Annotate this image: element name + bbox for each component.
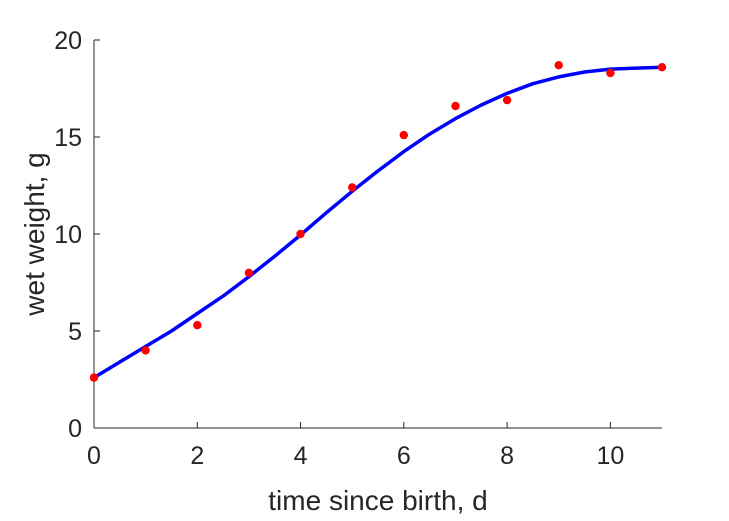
data-point [399,130,408,140]
fit-curve-line [92,65,664,380]
y-tick-label: 20 [54,27,82,55]
x-tick-label: 10 [596,442,624,470]
x-tick-label: 0 [87,442,101,470]
x-tick-label: 2 [190,442,204,470]
x-tick-label: 4 [294,442,308,470]
data-point [554,60,563,70]
y-axis-label: wet weight, g [19,152,50,316]
data-point [244,268,254,277]
data-point [348,183,357,192]
y-tick-label: 15 [54,124,82,152]
ticks: 0 2 4 6 8 10 0 5 10 15 20 [54,27,624,470]
data-point [451,101,460,111]
axes [93,40,662,429]
data-point [502,95,512,105]
data-point [657,62,667,72]
y-tick-label: 5 [68,318,82,346]
data-point [296,229,305,239]
data-point [89,373,99,382]
data-point [141,346,150,355]
x-tick-label: 8 [500,442,514,470]
x-tick-label: 6 [397,442,411,470]
series-layer [89,60,667,382]
x-axis-label: time since birth, d [268,485,487,516]
data-point [193,321,202,330]
y-tick-label: 10 [54,221,82,249]
data-point [606,68,615,78]
y-tick-label: 0 [68,415,82,443]
